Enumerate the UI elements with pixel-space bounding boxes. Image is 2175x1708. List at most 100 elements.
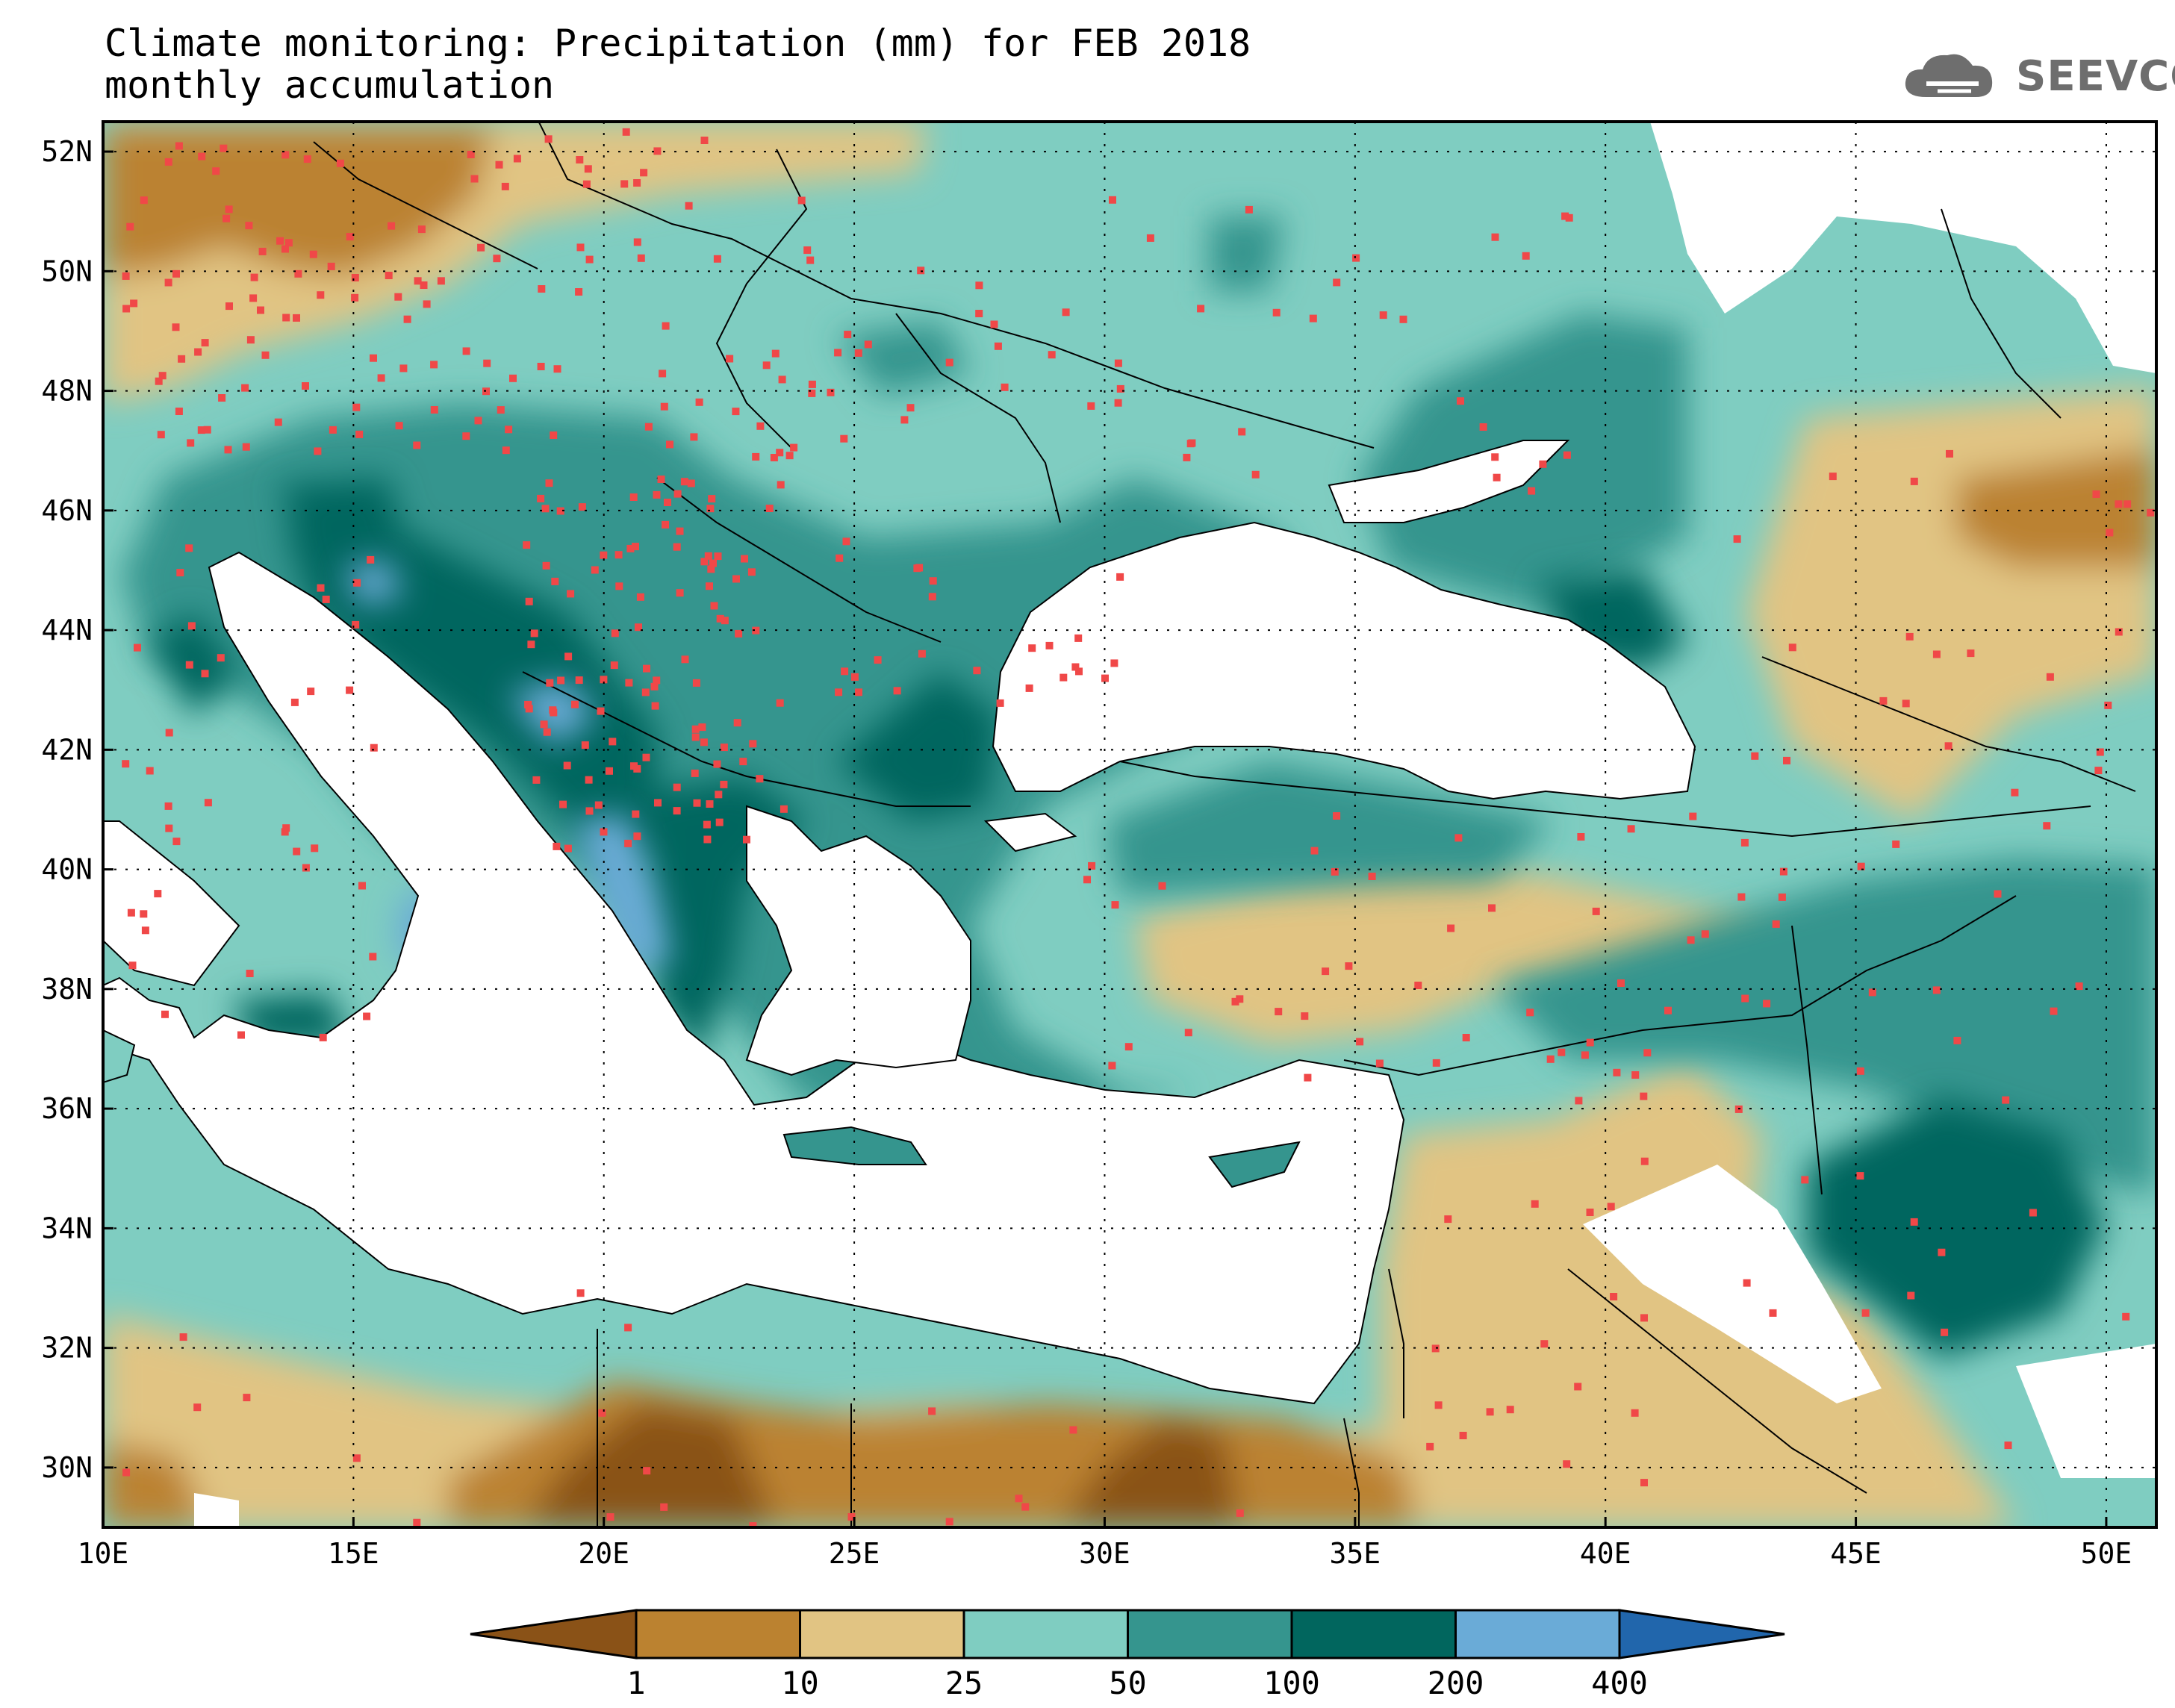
station-marker [204, 799, 212, 807]
station-marker [733, 719, 741, 727]
station-marker [1575, 1097, 1583, 1105]
station-marker [633, 179, 641, 187]
station-marker [713, 760, 721, 768]
station-marker [1028, 644, 1036, 652]
station-marker [975, 281, 983, 290]
station-marker [242, 443, 250, 451]
station-marker [1331, 867, 1339, 876]
station-marker [274, 418, 282, 426]
station-marker [336, 159, 344, 167]
station-marker [370, 354, 377, 362]
station-marker [1048, 351, 1056, 359]
station-marker [537, 363, 545, 370]
station-marker [201, 670, 209, 678]
station-marker [2029, 1209, 2037, 1217]
station-marker [1111, 901, 1119, 909]
station-marker [720, 744, 728, 752]
colorbar-segment [799, 1609, 965, 1659]
station-marker [625, 679, 633, 687]
station-marker [225, 205, 233, 214]
station-marker [706, 582, 713, 590]
station-marker [258, 247, 267, 255]
station-marker [185, 661, 193, 669]
station-marker [1491, 453, 1499, 461]
station-marker [1581, 1051, 1589, 1059]
wet-ukraine-spot [1210, 216, 1284, 291]
station-marker [1892, 840, 1900, 848]
station-marker [430, 406, 438, 414]
colorbar-level-label: 400 [1591, 1665, 1648, 1701]
station-marker [2123, 500, 2132, 508]
station-marker [900, 416, 909, 424]
station-marker [584, 165, 592, 173]
station-marker [1829, 473, 1837, 481]
station-marker [329, 426, 337, 434]
station-marker [653, 490, 661, 499]
station-marker [771, 349, 780, 358]
station-marker [165, 729, 173, 737]
station-marker [276, 237, 284, 245]
station-marker [311, 844, 319, 853]
station-marker [1356, 1038, 1364, 1046]
station-marker [581, 741, 589, 749]
station-marker [524, 700, 532, 708]
station-marker [1953, 1036, 1961, 1044]
station-marker [906, 404, 915, 412]
station-marker [249, 294, 258, 302]
station-marker [680, 478, 688, 486]
station-marker [637, 254, 645, 262]
station-marker [643, 1467, 651, 1475]
station-marker [582, 180, 591, 188]
station-marker [1788, 643, 1796, 652]
station-marker [377, 374, 385, 382]
station-marker [1522, 252, 1530, 260]
country-borders [313, 122, 2136, 1527]
station-markers [122, 128, 2155, 1527]
station-marker [1640, 1479, 1648, 1487]
station-marker [303, 155, 311, 163]
colorbar-level-label: 50 [1109, 1665, 1147, 1701]
station-marker [154, 890, 162, 898]
station-marker [414, 277, 422, 285]
station-marker [732, 575, 740, 583]
station-marker [2115, 628, 2123, 636]
station-marker [1531, 1200, 1539, 1208]
station-marker [1434, 1401, 1443, 1409]
station-marker [556, 507, 564, 515]
station-marker [1431, 1344, 1440, 1353]
station-marker [505, 426, 513, 434]
station-marker [1025, 684, 1033, 692]
station-marker [1301, 1012, 1309, 1020]
station-marker [1737, 893, 1746, 901]
station-marker [395, 422, 403, 430]
station-marker [1322, 967, 1330, 976]
station-marker [1740, 838, 1749, 847]
station-marker [1062, 308, 1070, 317]
station-marker [1631, 1071, 1640, 1079]
colorbar-segment [635, 1609, 801, 1659]
station-marker [585, 776, 593, 784]
station-marker [842, 537, 850, 546]
station-marker [643, 664, 650, 673]
station-marker [726, 355, 734, 363]
station-marker [622, 128, 630, 136]
station-marker [1565, 214, 1573, 222]
station-marker [245, 222, 253, 230]
station-marker [1631, 1409, 1639, 1417]
station-marker [294, 269, 302, 278]
station-marker [178, 355, 186, 363]
station-marker [493, 255, 501, 263]
station-marker [1856, 1067, 1864, 1075]
station-marker [467, 151, 475, 158]
station-marker [653, 676, 661, 685]
station-marker [462, 347, 470, 355]
station-marker [917, 267, 925, 275]
station-marker [996, 699, 1004, 707]
station-marker [600, 676, 608, 684]
station-marker [1558, 1048, 1566, 1056]
station-marker [513, 155, 521, 163]
station-marker [257, 306, 264, 314]
station-marker [594, 801, 603, 809]
extreme-wet-albania [575, 814, 672, 970]
colorbar-level-label: 25 [945, 1665, 983, 1701]
